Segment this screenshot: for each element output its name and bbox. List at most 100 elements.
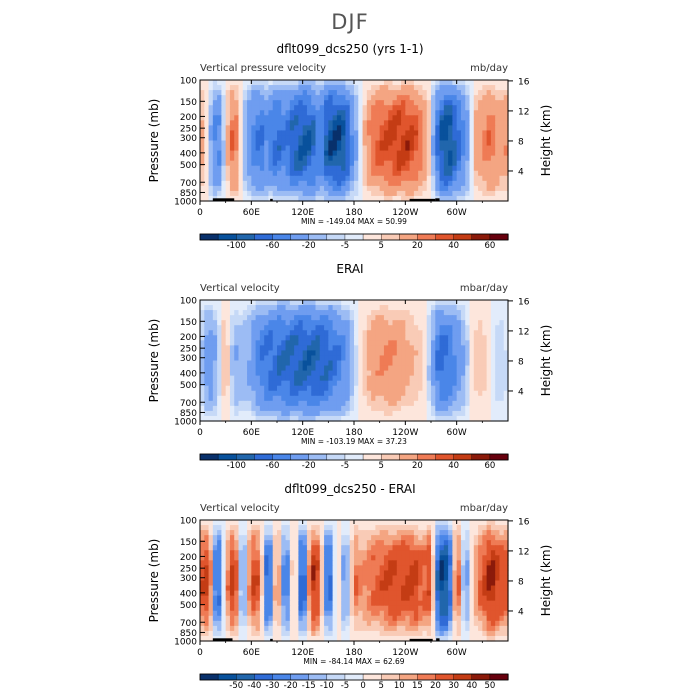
- contour-cell: [328, 80, 334, 86]
- contour-cell: [431, 555, 436, 561]
- contour-cell: [212, 385, 218, 392]
- contour-cell: [473, 530, 479, 536]
- contour-cell: [255, 130, 261, 137]
- contour-cell: [478, 520, 483, 526]
- contour-cell: [341, 135, 347, 142]
- contour-cell: [234, 570, 240, 577]
- contour-cell: [264, 530, 270, 536]
- contour-cell: [486, 315, 492, 321]
- contour-cell: [448, 145, 453, 152]
- contour-cell: [371, 360, 376, 367]
- contour-cell: [264, 575, 270, 582]
- contour-cell: [319, 395, 325, 402]
- contour-cell: [294, 325, 299, 331]
- contour-cell: [315, 125, 321, 132]
- contour-cell: [259, 325, 265, 331]
- contour-cell: [490, 80, 496, 86]
- contour-cell: [234, 190, 240, 197]
- contour-cell: [366, 525, 372, 531]
- contour-cell: [452, 405, 458, 412]
- contour-cell: [255, 405, 261, 412]
- contour-cell: [204, 360, 210, 367]
- contour-cell: [366, 360, 372, 367]
- contour-cell: [319, 610, 325, 617]
- contour-cell: [473, 300, 479, 306]
- contour-cell: [345, 195, 351, 202]
- contour-cell: [238, 570, 244, 577]
- contour-cell: [418, 305, 424, 311]
- contour-cell: [413, 605, 419, 612]
- contour-cell: [204, 565, 210, 572]
- contour-cell: [388, 565, 394, 572]
- contour-cell: [375, 585, 381, 592]
- contour-cell: [311, 565, 317, 572]
- contour-cell: [341, 545, 347, 551]
- contour-cell: [242, 195, 248, 202]
- contour-cell: [431, 120, 436, 126]
- contour-cell: [366, 175, 372, 182]
- contour-cell: [371, 80, 376, 86]
- contour-cell: [328, 415, 334, 422]
- contour-cell: [208, 580, 214, 587]
- contour-cell: [439, 160, 445, 167]
- contour-cell: [465, 350, 471, 357]
- contour-cell: [345, 100, 351, 106]
- contour-cell: [405, 600, 411, 607]
- contour-cell: [418, 535, 424, 541]
- contour-cell: [336, 330, 342, 336]
- contour-cell: [452, 175, 458, 182]
- contour-cell: [366, 355, 372, 362]
- contour-cell: [204, 320, 210, 326]
- contour-cell: [324, 120, 329, 126]
- contour-cell: [366, 400, 372, 407]
- colorbar-label: 5: [378, 461, 383, 471]
- contour-cell: [486, 310, 492, 316]
- contour-cell: [456, 150, 462, 157]
- contour-cell: [443, 95, 449, 101]
- contour-cell: [281, 360, 287, 367]
- contour-cell: [452, 360, 458, 367]
- contour-cell: [439, 300, 445, 306]
- contour-cell: [366, 190, 372, 197]
- contour-cell: [255, 575, 261, 582]
- contour-cell: [306, 395, 312, 402]
- contour-cell: [251, 120, 257, 126]
- contour-cell: [255, 570, 261, 577]
- contour-cell: [225, 305, 231, 311]
- contour-cell: [392, 95, 398, 101]
- contour-cell: [392, 105, 398, 111]
- contour-cell: [212, 545, 218, 551]
- contour-cell: [486, 555, 492, 561]
- contour-cell: [212, 600, 218, 607]
- contour-cell: [294, 340, 299, 346]
- contour-cell: [319, 560, 325, 566]
- contour-cell: [478, 155, 483, 162]
- contour-cell: [371, 190, 376, 197]
- contour-cell: [473, 125, 479, 132]
- contour-cell: [499, 180, 505, 187]
- contour-cell: [349, 320, 355, 326]
- contour-cell: [200, 365, 205, 372]
- contour-cell: [285, 305, 291, 311]
- colorbar-swatch: [380, 453, 400, 461]
- contour-cell: [289, 345, 295, 352]
- contour-cell: [208, 320, 214, 326]
- contour-cell: [238, 310, 244, 316]
- contour-cell: [349, 385, 355, 392]
- contour-cell: [259, 520, 265, 526]
- contour-cell: [200, 605, 205, 612]
- contour-cell: [242, 575, 248, 582]
- contour-cell: [345, 565, 351, 572]
- contour-cell: [426, 315, 432, 321]
- contour-cell: [482, 195, 488, 202]
- contour-cell: [294, 360, 299, 367]
- contour-cell: [289, 410, 295, 417]
- contour-cell: [431, 185, 436, 192]
- contour-cell: [229, 535, 235, 541]
- contour-cell: [311, 605, 317, 612]
- contour-cell: [294, 105, 299, 111]
- contour-cell: [349, 600, 355, 607]
- contour-cell: [302, 605, 308, 612]
- contour-cell: [392, 565, 398, 572]
- contour-cell: [362, 570, 368, 577]
